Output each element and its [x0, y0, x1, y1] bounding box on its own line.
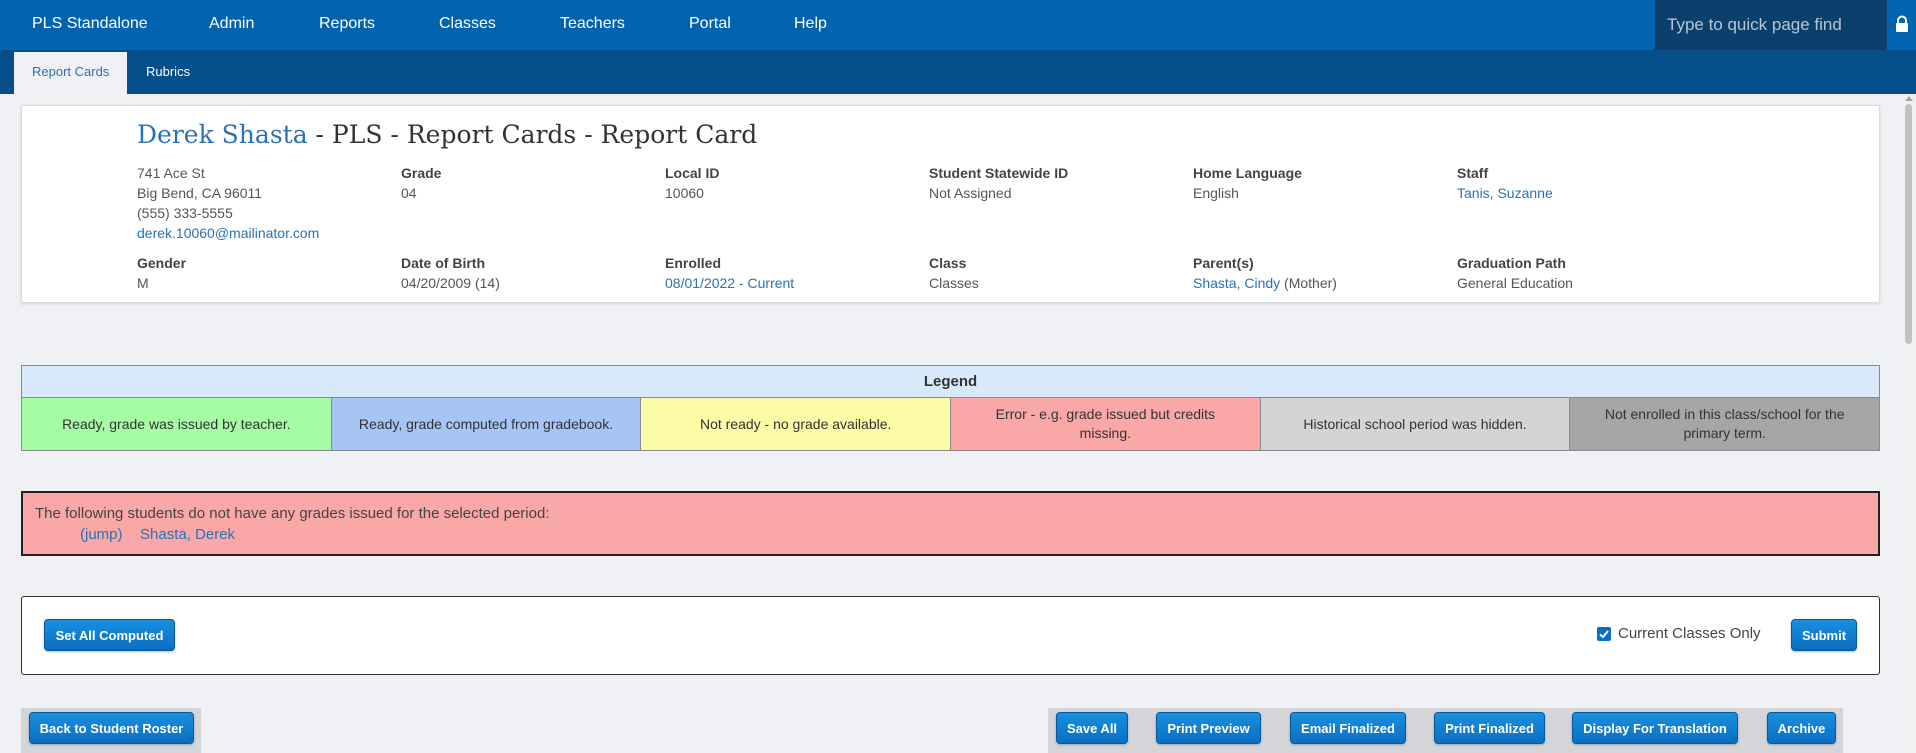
home-language-value: English — [1193, 185, 1239, 201]
email-finalized-button[interactable]: Email Finalized — [1290, 712, 1406, 744]
class-value: Classes — [929, 275, 979, 291]
enrolled-field: Enrolled 08/01/2022 - Current — [665, 253, 794, 293]
gender-field: Gender M — [137, 253, 186, 293]
scrollbar-thumb[interactable] — [1905, 104, 1912, 344]
scroll-up-arrow-icon[interactable] — [1905, 96, 1913, 101]
tab-report-cards[interactable]: Report Cards — [14, 52, 128, 94]
student-link[interactable]: Shasta, Derek — [140, 526, 236, 543]
current-classes-checkbox[interactable] — [1597, 627, 1611, 641]
parent-link[interactable]: Shasta, Cindy — [1193, 275, 1281, 291]
page-title-suffix: - PLS - Report Cards - Report Card — [307, 120, 758, 149]
tab-rubrics[interactable]: Rubrics — [146, 64, 191, 79]
nav-item-portal[interactable]: Portal — [689, 15, 731, 32]
dob-label: Date of Birth — [401, 255, 485, 271]
parent-relation: (Mother) — [1280, 275, 1337, 291]
statewide-id-field: Student Statewide ID Not Assigned — [929, 163, 1068, 203]
graduation-path-value: General Education — [1457, 275, 1573, 291]
nav-item-classes[interactable]: Classes — [439, 15, 496, 32]
print-preview-button[interactable]: Print Preview — [1156, 712, 1261, 744]
legend-cell-not-enrolled: Not enrolled in this class/school for th… — [1570, 398, 1880, 450]
statewide-id-label: Student Statewide ID — [929, 165, 1069, 181]
dob-value: 04/20/2009 (14) — [401, 275, 500, 291]
action-panel: Set All Computed Current Classes Only Su… — [21, 596, 1880, 675]
legend-table: Legend Ready, grade was issued by teache… — [21, 365, 1880, 451]
local-id-field: Local ID 10060 — [665, 163, 719, 203]
report-actions-bar: Save All Print Preview Email Finalized P… — [1048, 708, 1843, 753]
student-address-block: 741 Ace St Big Bend, CA 96011 (555) 333-… — [137, 163, 319, 243]
graduation-path-field: Graduation Path General Education — [1457, 253, 1573, 293]
back-to-roster-button[interactable]: Back to Student Roster — [29, 712, 194, 744]
grade-label: Grade — [401, 165, 442, 181]
class-label: Class — [929, 255, 967, 271]
staff-label: Staff — [1457, 165, 1489, 181]
nav-item-teachers[interactable]: Teachers — [560, 15, 625, 32]
nav-item-reports[interactable]: Reports — [319, 15, 376, 32]
print-finalized-button[interactable]: Print Finalized — [1434, 712, 1545, 744]
submit-button[interactable]: Submit — [1791, 619, 1857, 651]
grade-field: Grade 04 — [401, 163, 441, 203]
staff-field: Staff Tanis, Suzanne — [1457, 163, 1553, 203]
local-id-value: 10060 — [665, 185, 704, 201]
checkmark-icon — [1599, 630, 1609, 639]
enrolled-label: Enrolled — [665, 255, 722, 271]
home-language-label: Home Language — [1193, 165, 1302, 181]
nav-item-admin[interactable]: Admin — [209, 15, 255, 32]
top-nav-bar: PLS Standalone Admin Reports Classes Tea… — [0, 0, 1916, 50]
enrolled-link[interactable]: 08/01/2022 - Current — [665, 275, 795, 291]
legend-cell-computed: Ready, grade computed from gradebook. — [331, 398, 642, 450]
address-line-2: Big Bend, CA 96011 — [137, 185, 263, 201]
statewide-id-value: Not Assigned — [929, 185, 1012, 201]
address-line-1: 741 Ace St — [137, 165, 205, 181]
gender-label: Gender — [137, 255, 187, 271]
page-scrollbar[interactable] — [1901, 94, 1916, 753]
staff-link[interactable]: Tanis, Suzanne — [1457, 185, 1553, 201]
archive-button[interactable]: Archive — [1767, 712, 1836, 744]
legend-title: Legend — [22, 366, 1879, 398]
set-all-computed-button[interactable]: Set All Computed — [44, 619, 175, 651]
sub-nav-bar: Report Cards Rubrics — [0, 50, 1916, 94]
nav-brand[interactable]: PLS Standalone — [32, 15, 148, 32]
legend-cell-hidden: Historical school period was hidden. — [1260, 398, 1571, 450]
graduation-path-label: Graduation Path — [1457, 255, 1566, 271]
parents-label: Parent(s) — [1193, 255, 1254, 271]
legend-cell-not-ready: Not ready - no grade available. — [641, 398, 952, 450]
legend-cell-issued: Ready, grade was issued by teacher. — [22, 398, 332, 450]
dob-field: Date of Birth 04/20/2009 (14) — [401, 253, 500, 293]
student-name-link[interactable]: Derek Shasta — [137, 120, 308, 149]
missing-grades-alert: The following students do not have any g… — [21, 491, 1880, 556]
jump-link[interactable]: (jump) — [80, 526, 123, 543]
lock-icon[interactable] — [1894, 15, 1910, 33]
quick-find-input[interactable] — [1655, 0, 1887, 50]
alert-message: The following students do not have any g… — [35, 505, 550, 522]
parents-field: Parent(s) Shasta, Cindy (Mother) — [1193, 253, 1337, 293]
grade-value: 04 — [401, 185, 417, 201]
student-info-card: Derek Shasta - PLS - Report Cards - Repo… — [21, 105, 1880, 303]
email-link[interactable]: derek.10060@mailinator.com — [137, 225, 320, 241]
page-title: Derek Shasta - PLS - Report Cards - Repo… — [137, 120, 757, 149]
home-language-field: Home Language English — [1193, 163, 1302, 203]
save-all-button[interactable]: Save All — [1056, 712, 1128, 744]
display-for-translation-button[interactable]: Display For Translation — [1572, 712, 1738, 744]
nav-item-help[interactable]: Help — [794, 15, 827, 32]
legend-cell-error: Error - e.g. grade issued but credits mi… — [951, 398, 1261, 450]
current-classes-label[interactable]: Current Classes Only — [1618, 625, 1761, 642]
gender-value: M — [137, 275, 149, 291]
roster-bar: Back to Student Roster — [21, 708, 201, 753]
local-id-label: Local ID — [665, 165, 720, 181]
class-field: Class Classes — [929, 253, 979, 293]
phone-number: (555) 333-5555 — [137, 205, 233, 221]
